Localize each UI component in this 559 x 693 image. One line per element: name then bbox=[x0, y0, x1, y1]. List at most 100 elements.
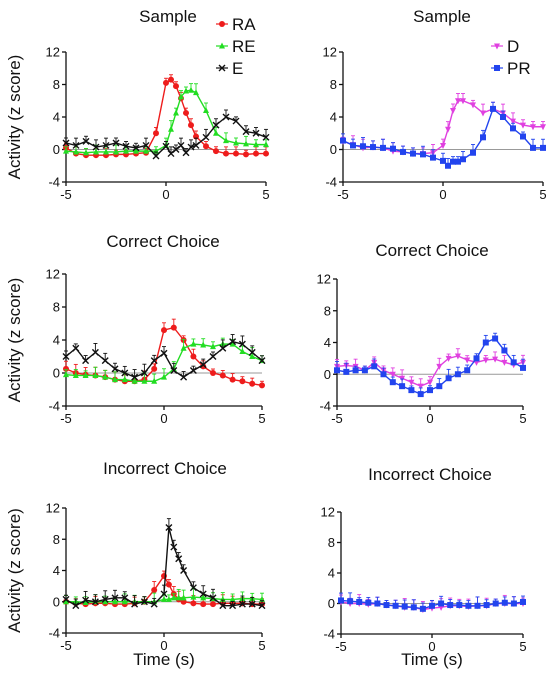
data-point bbox=[131, 600, 139, 608]
y-tick-label: -4 bbox=[319, 399, 331, 414]
data-point bbox=[229, 595, 236, 602]
data-point bbox=[101, 595, 109, 603]
data-point bbox=[213, 129, 219, 136]
data-point bbox=[142, 141, 150, 149]
data-point bbox=[410, 150, 416, 157]
data-point bbox=[140, 598, 148, 606]
data-point bbox=[389, 371, 396, 378]
data-point bbox=[102, 141, 110, 149]
data-point bbox=[455, 158, 461, 165]
data-point bbox=[356, 598, 363, 605]
data-point bbox=[180, 567, 188, 574]
data-point bbox=[259, 382, 265, 389]
data-point bbox=[464, 357, 471, 364]
x-tick-label: -5 bbox=[60, 638, 72, 653]
data-point bbox=[199, 590, 207, 598]
data-point bbox=[72, 602, 80, 610]
y-tick-label: 0 bbox=[53, 142, 60, 157]
data-point bbox=[143, 147, 149, 154]
data-point bbox=[383, 602, 390, 609]
data-point bbox=[103, 148, 109, 155]
data-point bbox=[445, 162, 451, 169]
data-point bbox=[340, 137, 346, 144]
legend-label: RA bbox=[232, 15, 256, 34]
data-point bbox=[229, 602, 237, 610]
data-point bbox=[113, 148, 119, 155]
y-tick-label: 4 bbox=[324, 335, 331, 350]
data-point bbox=[370, 144, 376, 151]
data-point bbox=[209, 594, 217, 602]
data-point bbox=[219, 602, 227, 610]
chart-panel-1: Sample -4 0 4 8 12 -5 0 5 Activity (z score) RA RE E bbox=[5, 7, 270, 202]
data-point bbox=[420, 151, 426, 158]
data-point bbox=[210, 370, 216, 376]
data-point bbox=[239, 378, 246, 385]
x-tick-label: 5 bbox=[539, 187, 546, 202]
data-point bbox=[248, 348, 256, 356]
data-point bbox=[417, 391, 424, 398]
chart-panel-4: Correct Choice -4 0 4 8 12 -5 0 5 bbox=[317, 241, 527, 426]
data-point bbox=[510, 125, 516, 132]
data-point bbox=[161, 327, 167, 334]
y-tick-label: 0 bbox=[53, 594, 60, 609]
data-point bbox=[223, 150, 229, 157]
data-point bbox=[133, 147, 139, 154]
series-e bbox=[62, 518, 266, 610]
x-tick-label: 0 bbox=[439, 187, 446, 202]
data-point bbox=[427, 379, 433, 386]
data-point bbox=[140, 369, 148, 377]
y-tick-label: 12 bbox=[317, 272, 331, 287]
x-tick-label: 0 bbox=[426, 411, 433, 426]
data-point bbox=[168, 76, 174, 83]
data-point bbox=[101, 357, 109, 365]
data-point bbox=[238, 340, 246, 348]
x-tick-label: -5 bbox=[337, 187, 349, 202]
data-point bbox=[492, 356, 499, 363]
data-point bbox=[334, 367, 340, 374]
y-tick-label: 4 bbox=[53, 563, 60, 578]
data-point bbox=[62, 139, 70, 147]
data-point bbox=[454, 371, 461, 378]
data-point bbox=[440, 157, 446, 164]
chart-panel-3: Correct Choice -4 0 4 8 12 -5 0 5 Activity (z sco… bbox=[5, 232, 266, 426]
data-point bbox=[465, 602, 472, 609]
data-point bbox=[445, 375, 452, 382]
chart-title: Sample bbox=[413, 7, 471, 26]
chart-title: Incorrect Choice bbox=[103, 459, 227, 478]
data-point bbox=[232, 117, 240, 125]
data-point bbox=[209, 353, 217, 360]
y-tick-label: 12 bbox=[323, 45, 337, 60]
data-point bbox=[219, 372, 226, 379]
data-point bbox=[188, 122, 194, 129]
data-point bbox=[243, 140, 249, 147]
data-point bbox=[464, 367, 471, 374]
data-point bbox=[430, 154, 436, 161]
y-tick-label: 8 bbox=[328, 535, 335, 550]
data-point bbox=[82, 357, 90, 365]
y-axis-label: Activity (z score) bbox=[5, 55, 24, 180]
data-point bbox=[131, 377, 138, 384]
data-point bbox=[190, 340, 197, 347]
data-point bbox=[389, 379, 396, 386]
data-point bbox=[150, 357, 158, 365]
x-tick-label: -5 bbox=[335, 639, 347, 654]
data-point bbox=[112, 139, 120, 147]
data-point bbox=[72, 371, 79, 378]
data-point bbox=[152, 152, 160, 160]
x-axis-label: Time (s) bbox=[133, 650, 195, 669]
data-point bbox=[429, 602, 435, 609]
chart-title: Sample bbox=[139, 7, 197, 26]
data-point bbox=[112, 376, 118, 383]
data-point bbox=[182, 149, 190, 157]
data-point bbox=[233, 139, 239, 146]
y-tick-label: -4 bbox=[48, 175, 60, 190]
data-point bbox=[219, 344, 227, 352]
legend: D PR bbox=[491, 37, 531, 78]
data-point bbox=[173, 83, 179, 90]
data-point bbox=[202, 133, 210, 141]
data-point bbox=[121, 369, 129, 377]
data-point bbox=[190, 600, 197, 607]
data-point bbox=[350, 142, 356, 149]
x-tick-label: 5 bbox=[519, 639, 526, 654]
